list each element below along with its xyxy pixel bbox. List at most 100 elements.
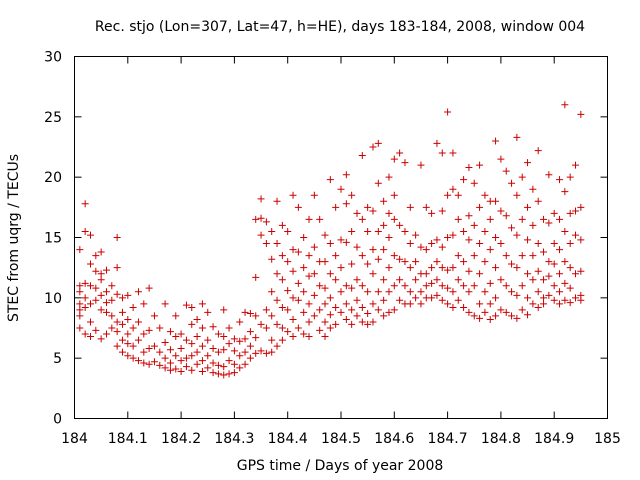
data-point <box>268 227 276 235</box>
data-point <box>476 300 484 308</box>
data-point <box>342 300 350 308</box>
data-point <box>108 296 116 304</box>
data-point <box>390 252 398 260</box>
data-point <box>81 227 89 235</box>
data-point <box>156 324 164 332</box>
data-point <box>353 296 361 304</box>
data-point <box>380 246 388 254</box>
data-point <box>113 318 121 326</box>
data-point <box>102 330 110 338</box>
data-point <box>470 221 478 229</box>
data-point <box>364 320 372 328</box>
data-point <box>374 227 382 235</box>
data-point <box>230 369 238 377</box>
data-point <box>177 345 185 353</box>
data-point <box>550 209 558 217</box>
data-point <box>449 288 457 296</box>
data-point <box>300 308 308 316</box>
data-point <box>534 197 542 205</box>
data-point <box>401 159 409 167</box>
data-point <box>550 260 558 268</box>
data-point <box>476 240 484 248</box>
data-point <box>438 282 446 290</box>
data-point <box>428 264 436 272</box>
data-point <box>433 139 441 147</box>
data-point <box>481 227 489 235</box>
data-point <box>337 236 345 244</box>
data-point <box>545 171 553 179</box>
data-point <box>113 264 121 272</box>
data-point <box>161 338 169 346</box>
data-point <box>204 364 212 372</box>
data-point <box>113 342 121 350</box>
data-point <box>257 231 265 239</box>
data-point <box>534 288 542 296</box>
data-point <box>236 352 244 360</box>
data-point <box>417 300 425 308</box>
data-point <box>92 284 100 292</box>
data-point <box>252 215 260 223</box>
data-point <box>348 320 356 328</box>
data-point <box>172 312 180 320</box>
data-point <box>284 287 292 295</box>
data-point <box>172 332 180 340</box>
x-tick-label: 185 <box>594 431 621 447</box>
data-point <box>364 288 372 296</box>
data-point <box>470 179 478 187</box>
data-point <box>561 227 569 235</box>
data-point <box>209 359 217 367</box>
data-point <box>97 306 105 314</box>
data-point <box>161 354 169 362</box>
data-point <box>369 143 377 151</box>
data-point <box>358 303 366 311</box>
data-point <box>396 296 404 304</box>
data-point <box>316 215 324 223</box>
data-point <box>508 179 516 187</box>
data-point <box>577 296 585 304</box>
data-point <box>268 336 276 344</box>
data-point <box>529 300 537 308</box>
data-point <box>289 316 297 324</box>
data-point <box>374 179 382 187</box>
data-point <box>193 332 201 340</box>
data-point <box>374 255 382 263</box>
data-point <box>508 260 516 268</box>
data-point <box>390 191 398 199</box>
data-point <box>438 243 446 251</box>
data-point <box>428 209 436 217</box>
data-point <box>204 352 212 360</box>
data-point <box>230 347 238 355</box>
data-point <box>332 203 340 211</box>
data-point <box>502 252 510 260</box>
data-point <box>353 209 361 217</box>
data-point <box>524 203 532 211</box>
data-point <box>561 296 569 304</box>
data-point <box>561 279 569 287</box>
data-point <box>556 300 564 308</box>
data-point <box>406 240 414 248</box>
data-point <box>422 246 430 254</box>
data-point <box>145 360 153 368</box>
data-point <box>214 330 222 338</box>
data-point <box>348 306 356 314</box>
data-point <box>284 306 292 314</box>
data-point <box>220 332 228 340</box>
data-point <box>76 306 84 314</box>
data-point <box>460 176 468 184</box>
data-point <box>198 357 206 365</box>
data-point <box>150 342 158 350</box>
data-point <box>294 248 302 256</box>
data-point <box>524 159 532 167</box>
data-point <box>492 197 500 205</box>
data-point <box>225 370 233 378</box>
data-point <box>380 197 388 205</box>
y-axis-label: STEC from uqrg / TECUs <box>6 154 22 322</box>
data-point <box>385 308 393 316</box>
data-point <box>166 346 174 354</box>
data-point <box>209 369 217 377</box>
data-point <box>438 207 446 215</box>
data-point <box>193 360 201 368</box>
data-point <box>502 212 510 220</box>
data-point <box>502 282 510 290</box>
